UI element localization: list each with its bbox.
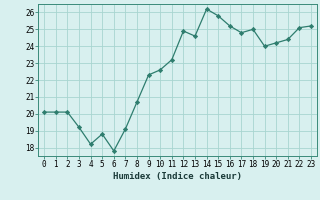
X-axis label: Humidex (Indice chaleur): Humidex (Indice chaleur) bbox=[113, 172, 242, 181]
